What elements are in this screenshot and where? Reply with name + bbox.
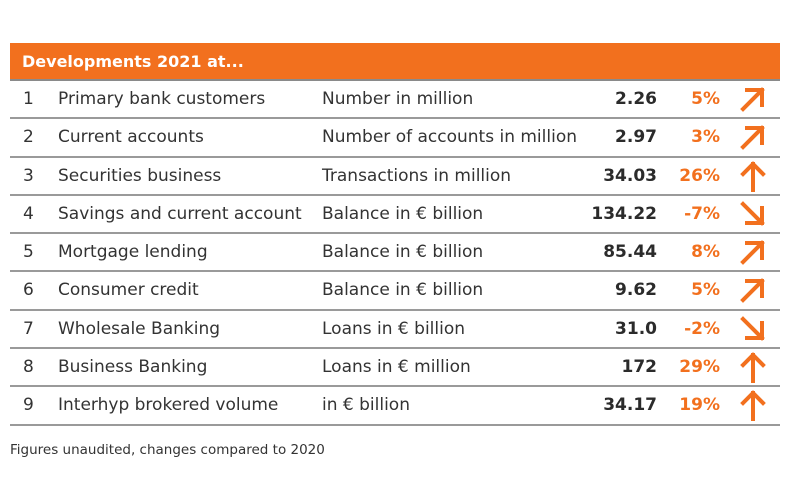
- arrow-down-right-icon: [736, 196, 770, 232]
- row-number: 8: [23, 357, 34, 378]
- row-number: 5: [23, 242, 34, 263]
- row-value: 31.0: [615, 318, 657, 339]
- row-change: 19%: [679, 395, 720, 416]
- row-change: 29%: [679, 357, 720, 378]
- arrow-up-icon: [736, 387, 770, 423]
- row-item: Interhyp brokered volume: [58, 395, 279, 416]
- row-number: 2: [23, 127, 34, 148]
- row-value: 9.62: [615, 280, 657, 301]
- row-number: 1: [23, 89, 34, 109]
- footnote: Figures unaudited, changes compared to 2…: [10, 442, 325, 458]
- row-unit: Number in million: [322, 89, 474, 109]
- row-item: Current accounts: [58, 127, 204, 148]
- row-item: Wholesale Banking: [58, 318, 221, 339]
- row-value: 134.22: [591, 203, 657, 224]
- row-unit: Number of accounts in million: [322, 127, 577, 148]
- row-item: Primary bank customers: [58, 89, 266, 109]
- arrow-up-icon: [736, 158, 770, 194]
- row-unit: Balance in € billion: [322, 203, 484, 224]
- row-item: Consumer credit: [58, 280, 199, 301]
- arrow-up-right-icon: [736, 119, 770, 155]
- row-value: 34.17: [603, 395, 657, 416]
- row-unit: Balance in € billion: [322, 242, 484, 263]
- arrow-down-right-icon: [736, 311, 770, 347]
- table-row: 7 Wholesale Banking Loans in € billion 31.0…: [10, 311, 780, 350]
- arrow-up-right-icon: [736, 234, 770, 270]
- table-row: 2 Current accounts Number of accounts in m…: [10, 119, 780, 158]
- table-header: Developments 2021 at...: [10, 43, 780, 81]
- row-unit: in € billion: [322, 395, 410, 416]
- developments-table: Developments 2021 at... 1 Primary bank cu…: [10, 43, 780, 426]
- row-change: 26%: [679, 165, 720, 186]
- row-value: 2.97: [615, 127, 657, 148]
- row-number: 6: [23, 280, 34, 301]
- table-row: 8 Business Banking Loans in € million 172 29…: [10, 349, 780, 388]
- row-unit: Loans in € billion: [322, 318, 466, 339]
- row-number: 4: [23, 203, 34, 224]
- row-number: 7: [23, 318, 34, 339]
- table-row: 9 Interhyp brokered volume in € billion 34.…: [10, 387, 780, 426]
- row-value: 2.26: [615, 89, 657, 109]
- table-row: 4 Savings and current account Balance in €…: [10, 196, 780, 235]
- row-item: Savings and current account: [58, 203, 302, 224]
- arrow-up-right-icon: [736, 81, 770, 117]
- arrow-up-right-icon: [736, 272, 770, 308]
- table-row: 6 Consumer credit Balance in € billion 9.62…: [10, 272, 780, 311]
- row-item: Business Banking: [58, 357, 208, 378]
- row-change: -7%: [684, 203, 720, 224]
- row-change: 5%: [691, 89, 720, 109]
- row-number: 3: [23, 165, 34, 186]
- row-unit: Loans in € million: [322, 357, 471, 378]
- row-value: 34.03: [603, 165, 657, 186]
- row-item: Mortgage lending: [58, 242, 208, 263]
- table-row: 5 Mortgage lending Balance in € billion 85.…: [10, 234, 780, 273]
- row-value: 172: [621, 357, 658, 378]
- row-change: -2%: [684, 318, 720, 339]
- row-value: 85.44: [603, 242, 657, 263]
- row-number: 9: [23, 395, 34, 416]
- table-row: 3 Securities business Transactions in mill…: [10, 158, 780, 196]
- row-unit: Balance in € billion: [322, 280, 484, 301]
- row-item: Securities business: [58, 165, 222, 186]
- row-unit: Transactions in million: [322, 165, 512, 186]
- table-title: Developments 2021 at...: [22, 51, 244, 71]
- table-body: 1 Primary bank customers Number in million…: [10, 81, 780, 426]
- arrow-up-icon: [736, 349, 770, 385]
- row-change: 3%: [691, 127, 720, 148]
- table-row: 1 Primary bank customers Number in million…: [10, 81, 780, 120]
- row-change: 5%: [691, 280, 720, 301]
- row-change: 8%: [691, 242, 720, 263]
